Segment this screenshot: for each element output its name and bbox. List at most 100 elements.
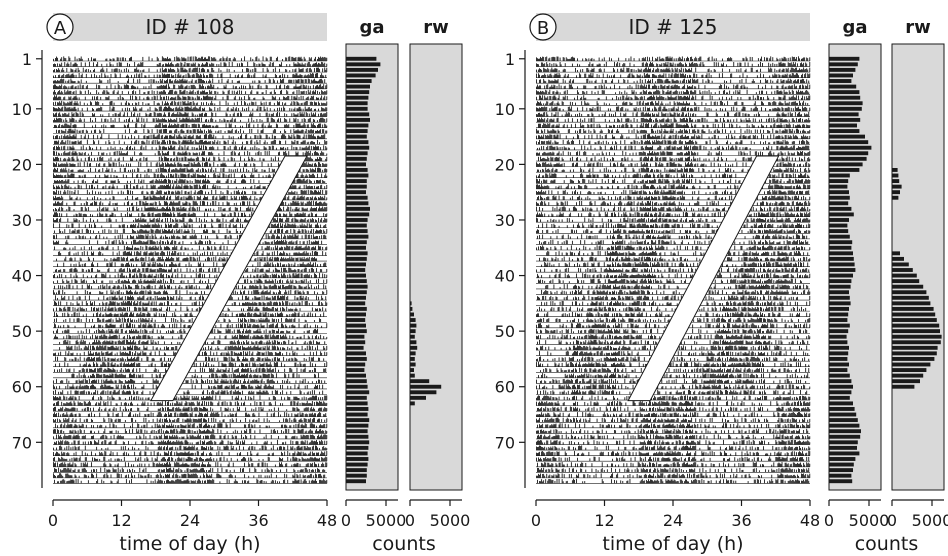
activity-mark [60, 118, 62, 123]
activity-mark [56, 129, 57, 134]
activity-mark [128, 69, 129, 73]
activity-mark [74, 62, 76, 67]
activity-mark [185, 86, 187, 89]
activity-mark [109, 185, 111, 189]
activity-mark [206, 134, 207, 139]
activity-mark [96, 75, 98, 78]
activity-mark [295, 185, 297, 189]
activity-mark [78, 229, 80, 234]
activity-mark [308, 61, 310, 67]
activity-mark [234, 241, 236, 245]
activity-mark [83, 118, 85, 123]
activity-mark [57, 201, 59, 206]
activity-mark [223, 151, 225, 156]
activity-mark [197, 129, 199, 134]
activity-mark [324, 113, 326, 117]
activity-mark [197, 96, 199, 100]
activity-mark [87, 157, 89, 162]
activity-mark [72, 97, 74, 100]
activity-mark [257, 91, 259, 95]
activity-mark [302, 129, 304, 134]
activity-mark [195, 201, 197, 206]
activity-mark [147, 207, 149, 212]
activity-mark [60, 85, 62, 89]
activity-mark [224, 130, 226, 134]
activity-mark [225, 223, 227, 228]
activity-mark [322, 135, 324, 139]
activity-mark [109, 201, 111, 206]
activity-mark [129, 146, 130, 150]
activity-mark [289, 56, 291, 62]
activity-mark [159, 195, 161, 200]
activity-mark [146, 251, 148, 256]
activity-mark [296, 114, 298, 117]
activity-mark [204, 107, 205, 112]
activity-mark [169, 164, 171, 167]
activity-mark [159, 91, 161, 95]
activity-mark [211, 190, 213, 195]
activity-mark [190, 80, 192, 84]
activity-mark [147, 108, 149, 112]
activity-mark [166, 153, 167, 156]
activity-mark [129, 207, 130, 212]
activity-mark [263, 102, 265, 106]
activity-mark [317, 120, 318, 123]
activity-mark [223, 62, 225, 67]
activity-mark [124, 167, 126, 173]
activity-mark [174, 97, 176, 100]
activity-mark [265, 175, 267, 178]
activity-mark [146, 184, 148, 189]
activity-mark [209, 56, 211, 62]
activity-mark [145, 208, 147, 212]
activity-mark [198, 96, 200, 100]
activity-mark [122, 97, 124, 100]
activity-mark [313, 68, 315, 73]
activity-mark [289, 241, 291, 245]
activity-mark [194, 56, 196, 62]
activity-mark [326, 213, 328, 217]
activity-mark [266, 134, 268, 139]
activity-mark [154, 140, 156, 145]
activity-mark [279, 85, 280, 89]
activity-mark [116, 57, 118, 62]
activity-mark [296, 152, 298, 156]
activity-mark [182, 202, 184, 206]
activity-mark [79, 169, 81, 173]
activity-mark [72, 114, 74, 117]
activity-mark [167, 195, 168, 200]
activity-mark [74, 201, 76, 206]
activity-mark [152, 241, 154, 245]
activity-mark [288, 95, 290, 100]
activity-mark [58, 163, 60, 167]
activity-mark [59, 74, 61, 78]
activity-mark [304, 229, 306, 234]
activity-mark [209, 151, 211, 156]
activity-mark [96, 84, 98, 89]
activity-mark [235, 196, 237, 200]
activity-mark [104, 90, 106, 95]
activity-mark [280, 78, 281, 84]
activity-mark [123, 112, 125, 117]
activity-mark [58, 208, 60, 212]
activity-mark [316, 224, 317, 228]
activity-mark [210, 125, 212, 128]
activity-mark [62, 175, 64, 178]
activity-mark [113, 174, 115, 178]
activity-mark [184, 96, 186, 100]
activity-mark [67, 124, 69, 128]
activity-mark [123, 202, 125, 206]
activity-mark [128, 119, 129, 123]
activity-mark [65, 184, 67, 189]
activity-mark [174, 207, 176, 212]
activity-mark [276, 56, 278, 62]
activity-mark [132, 119, 134, 123]
activity-mark [204, 180, 205, 184]
activity-mark [87, 207, 89, 212]
activity-mark [78, 142, 80, 145]
activity-mark [250, 147, 252, 150]
activity-mark [139, 200, 141, 206]
activity-mark [71, 69, 73, 73]
activity-mark [53, 97, 54, 100]
activity-mark [71, 80, 73, 84]
activity-mark [205, 191, 206, 195]
